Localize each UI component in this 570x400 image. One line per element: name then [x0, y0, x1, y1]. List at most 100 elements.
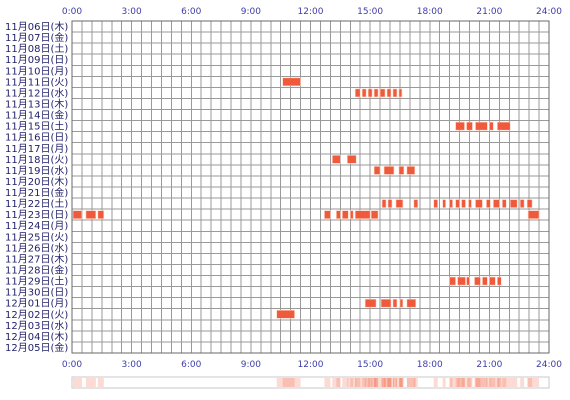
summary-mark	[282, 378, 301, 387]
summary-mark	[528, 378, 540, 387]
activity-segment	[474, 276, 481, 286]
summary-mark	[466, 378, 473, 387]
date-label: 12月01日(月)	[5, 298, 68, 310]
top-hour-axis: 0:00 3:00 6:00 9:00 12:00 15:00 18:00 21:00 24:0…	[62, 7, 562, 17]
date-label: 11月14日(金)	[5, 109, 68, 122]
summary-mark	[347, 378, 357, 387]
activity-segment	[466, 121, 473, 131]
hour-tick-label: 9:00	[241, 7, 261, 17]
summary-mark	[527, 378, 533, 387]
date-label: 11月25日(火)	[5, 231, 68, 243]
summary-mark	[455, 378, 460, 387]
hour-tick-label: 12:00	[298, 360, 324, 370]
hour-tick-label: 18:00	[417, 360, 443, 370]
date-label: 11月20日(木)	[5, 176, 68, 188]
summary-mark	[374, 378, 381, 387]
activity-segment	[457, 276, 466, 286]
summary-mark	[468, 378, 472, 387]
date-label: 11月15日(土)	[5, 120, 68, 133]
activity-segment	[381, 199, 387, 208]
hour-tick-label: 6:00	[181, 7, 201, 17]
activity-segment	[395, 199, 404, 208]
date-label: 11月22日(土)	[5, 197, 68, 210]
activity-segment	[392, 88, 398, 98]
summary-mark	[406, 378, 416, 387]
summary-mark	[362, 378, 367, 387]
activity-segment	[497, 121, 511, 131]
date-label: 11月30日(日)	[5, 287, 68, 299]
activity-segment	[449, 276, 456, 286]
plot-border	[71, 20, 550, 354]
plot-frame	[71, 20, 550, 354]
summary-strip-frame	[71, 376, 550, 389]
activity-segment	[399, 298, 404, 308]
date-label: 11月09日(日)	[5, 54, 68, 66]
grid-lines	[71, 20, 550, 354]
summary-mark	[276, 378, 295, 387]
summary-mark	[520, 378, 525, 387]
activity-segment	[336, 210, 341, 219]
summary-mark	[497, 378, 511, 387]
date-label: 11月08日(土)	[5, 42, 68, 55]
date-label: 11月27日(木)	[5, 253, 68, 265]
activity-segment	[387, 199, 393, 208]
activity-segment	[97, 210, 105, 219]
bottom-hour-axis: 0:00 3:00 6:00 9:00 12:00 15:00 18:00 21:00 24:0…	[62, 360, 562, 370]
summary-mark	[457, 378, 466, 387]
summary-mark	[482, 378, 488, 387]
summary-mark	[433, 378, 438, 387]
activity-segment	[373, 166, 381, 175]
date-label: 11月18日(火)	[5, 154, 68, 166]
activity-segment	[406, 166, 416, 175]
summary-mark	[413, 378, 418, 387]
summary-mark	[382, 378, 387, 387]
summary-mark	[387, 378, 391, 387]
summary-mark	[442, 378, 446, 387]
activity-segments	[72, 77, 540, 319]
activity-segment	[354, 88, 361, 98]
activity-segment	[489, 121, 494, 131]
activity-segment	[380, 298, 392, 308]
summary-mark	[466, 378, 470, 387]
activity-segment	[392, 298, 398, 308]
activity-segment	[497, 276, 502, 286]
activity-segment	[482, 276, 488, 286]
summary-mark	[365, 378, 377, 387]
activity-segment	[519, 199, 525, 208]
activity-segment	[475, 199, 483, 208]
date-label: 11月21日(金)	[5, 186, 68, 199]
activity-segment	[468, 199, 472, 208]
summary-mark	[449, 378, 453, 387]
summary-mark	[368, 378, 373, 387]
summary-mark	[392, 378, 397, 387]
activity-segment	[354, 210, 371, 219]
activity-segment	[367, 88, 373, 98]
summary-mark	[371, 378, 379, 387]
hour-tick-label: 3:00	[122, 7, 142, 17]
date-label: 11月12日(水)	[5, 87, 68, 99]
summary-mark	[474, 378, 481, 387]
summary-mark	[332, 378, 341, 387]
summary-mark	[381, 378, 391, 387]
activity-segment	[383, 166, 395, 175]
activity-segment	[406, 298, 417, 308]
summary-mark	[72, 378, 82, 387]
summary-mark	[85, 378, 96, 387]
hour-tick-label: 3:00	[122, 360, 142, 370]
hour-tick-label: 24:00	[536, 7, 562, 17]
summary-mark	[455, 378, 465, 387]
activity-segment	[455, 199, 460, 208]
activity-segment	[282, 77, 301, 87]
activity-segment	[346, 155, 357, 164]
summary-mark	[475, 378, 483, 387]
activity-segment	[324, 210, 331, 219]
summary-mark	[489, 378, 496, 387]
summary-mark	[324, 378, 331, 387]
summary-mark	[374, 378, 379, 387]
hour-tick-label: 18:00	[417, 7, 443, 17]
summary-mark	[388, 378, 392, 387]
hour-tick-label: 15:00	[357, 360, 383, 370]
activity-segment	[332, 155, 341, 164]
summary-mark	[449, 378, 456, 387]
